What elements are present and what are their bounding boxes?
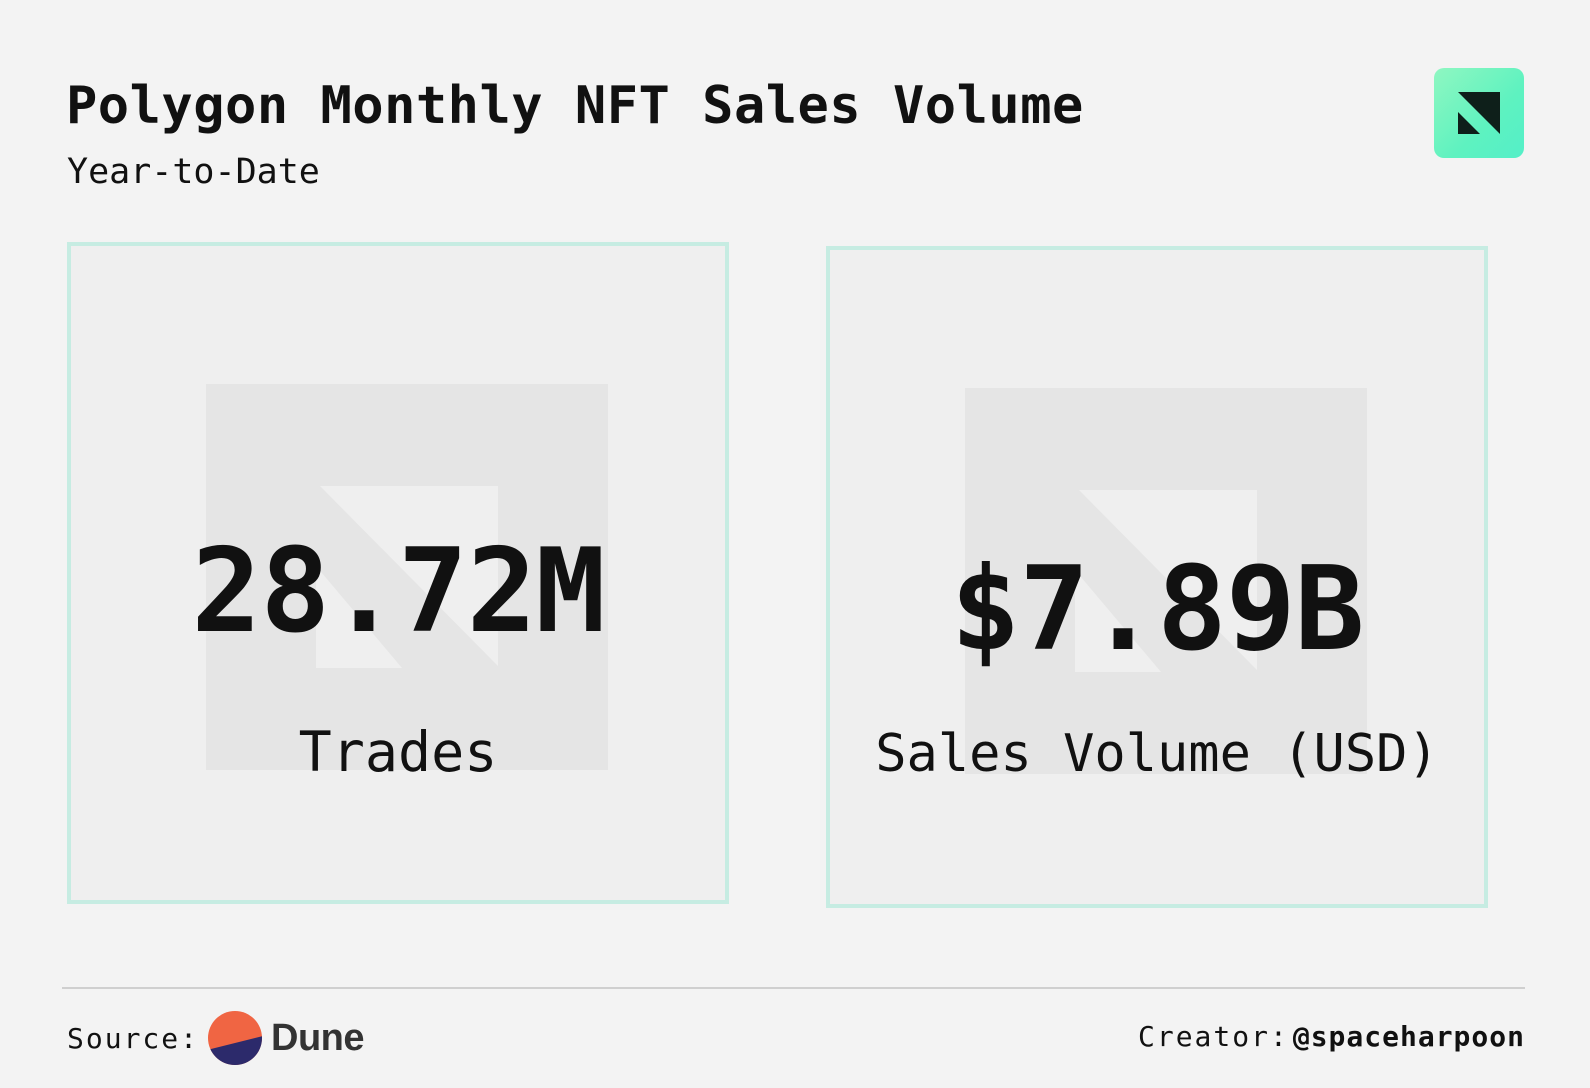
creator-handle[interactable]: @spaceharpoon xyxy=(1292,1020,1525,1053)
sales-volume-card: $7.89B Sales Volume (USD) xyxy=(826,246,1488,908)
dune-logo-icon xyxy=(208,1011,263,1065)
source-label: Source: xyxy=(67,1021,200,1055)
footer-divider xyxy=(62,987,1525,989)
source-name: Dune xyxy=(271,1016,365,1059)
trades-card: 28.72M Trades xyxy=(67,242,729,904)
creator-attribution: Creator: @spaceharpoon xyxy=(1138,1020,1525,1053)
sales-volume-label: Sales Volume (USD) xyxy=(875,724,1439,784)
watermark-logo-icon xyxy=(206,384,608,770)
watermark-logo-icon xyxy=(965,388,1367,774)
brand-logo-icon xyxy=(1434,68,1524,158)
sales-volume-value: $7.89B xyxy=(950,542,1364,677)
trades-label: Trades xyxy=(298,720,498,784)
page-subtitle: Year-to-Date xyxy=(67,152,320,192)
trades-value: 28.72M xyxy=(191,524,605,659)
page-title: Polygon Monthly NFT Sales Volume xyxy=(66,76,1084,136)
creator-label: Creator: xyxy=(1137,1020,1289,1053)
source-attribution: Source: Dune xyxy=(67,1010,365,1066)
